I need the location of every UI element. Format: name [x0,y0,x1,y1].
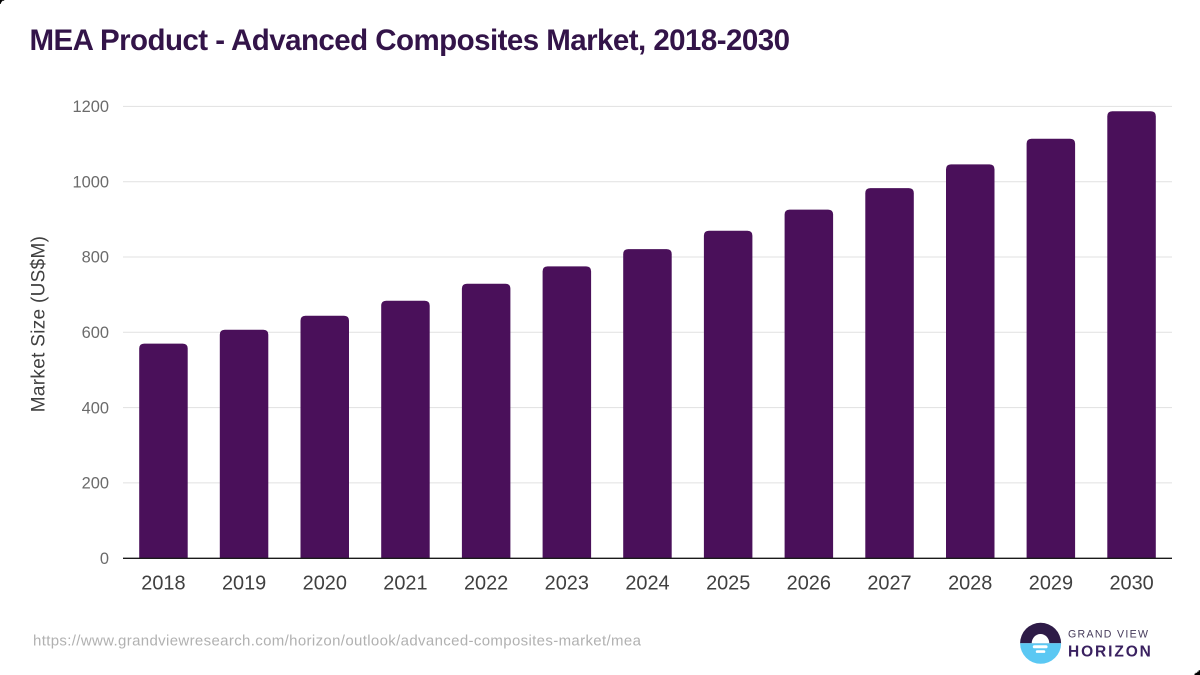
svg-text:400: 400 [82,399,109,417]
svg-text:2026: 2026 [787,573,831,595]
svg-text:2027: 2027 [867,573,911,595]
svg-text:MEA Product - Advanced Composi: MEA Product - Advanced Composites Market… [30,24,790,57]
svg-text:https://www.grandviewresearch.: https://www.grandviewresearch.com/horizo… [33,632,642,649]
svg-text:2029: 2029 [1029,573,1073,595]
svg-text:2022: 2022 [464,573,508,595]
svg-text:2024: 2024 [625,573,669,595]
svg-text:2025: 2025 [706,573,750,595]
svg-text:2019: 2019 [222,573,266,595]
svg-text:2021: 2021 [383,573,427,595]
svg-text:2020: 2020 [303,573,347,595]
svg-text:2018: 2018 [141,573,185,595]
svg-text:2030: 2030 [1109,573,1153,595]
svg-text:2028: 2028 [948,573,992,595]
svg-text:200: 200 [82,475,109,493]
svg-text:GRAND VIEW: GRAND VIEW [1068,629,1149,641]
svg-text:1000: 1000 [73,173,109,191]
svg-text:1200: 1200 [73,98,109,116]
svg-text:HORIZON: HORIZON [1068,643,1153,660]
svg-text:0: 0 [100,550,109,568]
svg-text:800: 800 [82,249,109,267]
svg-text:2023: 2023 [545,573,589,595]
svg-text:600: 600 [82,324,109,342]
svg-text:Market Size (US$M): Market Size (US$M) [28,236,49,412]
